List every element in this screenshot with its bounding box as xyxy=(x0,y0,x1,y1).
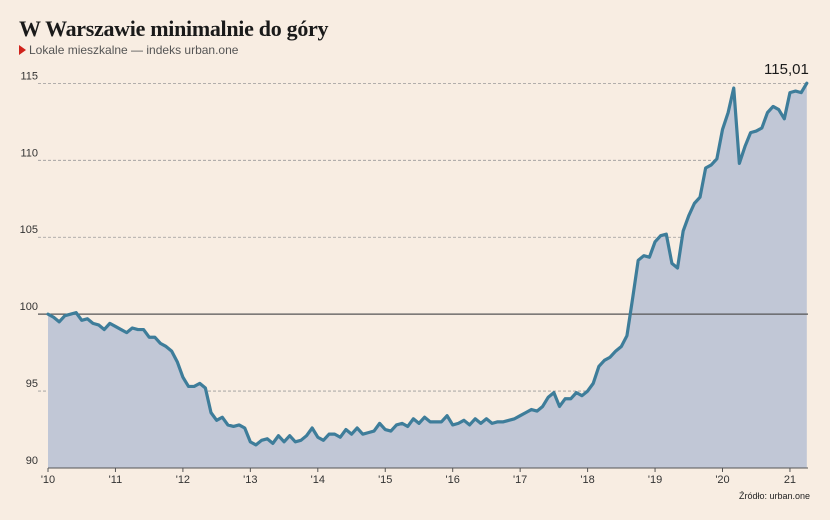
x-tick-label: '15 xyxy=(378,474,392,486)
red-triangle-icon xyxy=(19,45,26,55)
x-tick-label: '13 xyxy=(243,474,257,486)
series-area xyxy=(48,83,807,468)
series-line xyxy=(46,81,809,447)
x-tick-label: '11 xyxy=(109,474,123,486)
x-tick-label: '12 xyxy=(176,474,190,486)
chart-subtitle: Lokale mieszkalne — indeks urban.one xyxy=(19,43,238,57)
x-tick-label: '10 xyxy=(41,474,55,486)
x-tick-label: '17 xyxy=(513,474,527,486)
x-tick-label: '19 xyxy=(648,474,662,486)
source-note: Źródło: urban.one xyxy=(738,491,810,501)
x-tick-label: '18 xyxy=(580,474,594,486)
y-tick-label: 110 xyxy=(20,147,38,159)
subtitle-text: Lokale mieszkalne — indeks urban.one xyxy=(29,43,239,57)
x-tick-label: '14 xyxy=(311,474,325,486)
x-tick-label: '16 xyxy=(446,474,460,486)
chart-title: W Warszawie minimalnie do góry xyxy=(19,16,329,41)
x-tick-label: '20 xyxy=(715,474,729,486)
y-tick-label: 115 xyxy=(20,70,38,82)
y-tick-label: 90 xyxy=(26,455,38,467)
y-tick-label: 95 xyxy=(26,378,38,390)
end-value-label: 115,01 xyxy=(764,61,809,78)
y-tick-label: 100 xyxy=(20,301,38,313)
x-tick-label: 21 xyxy=(784,474,796,486)
y-tick-label: 105 xyxy=(20,224,38,236)
